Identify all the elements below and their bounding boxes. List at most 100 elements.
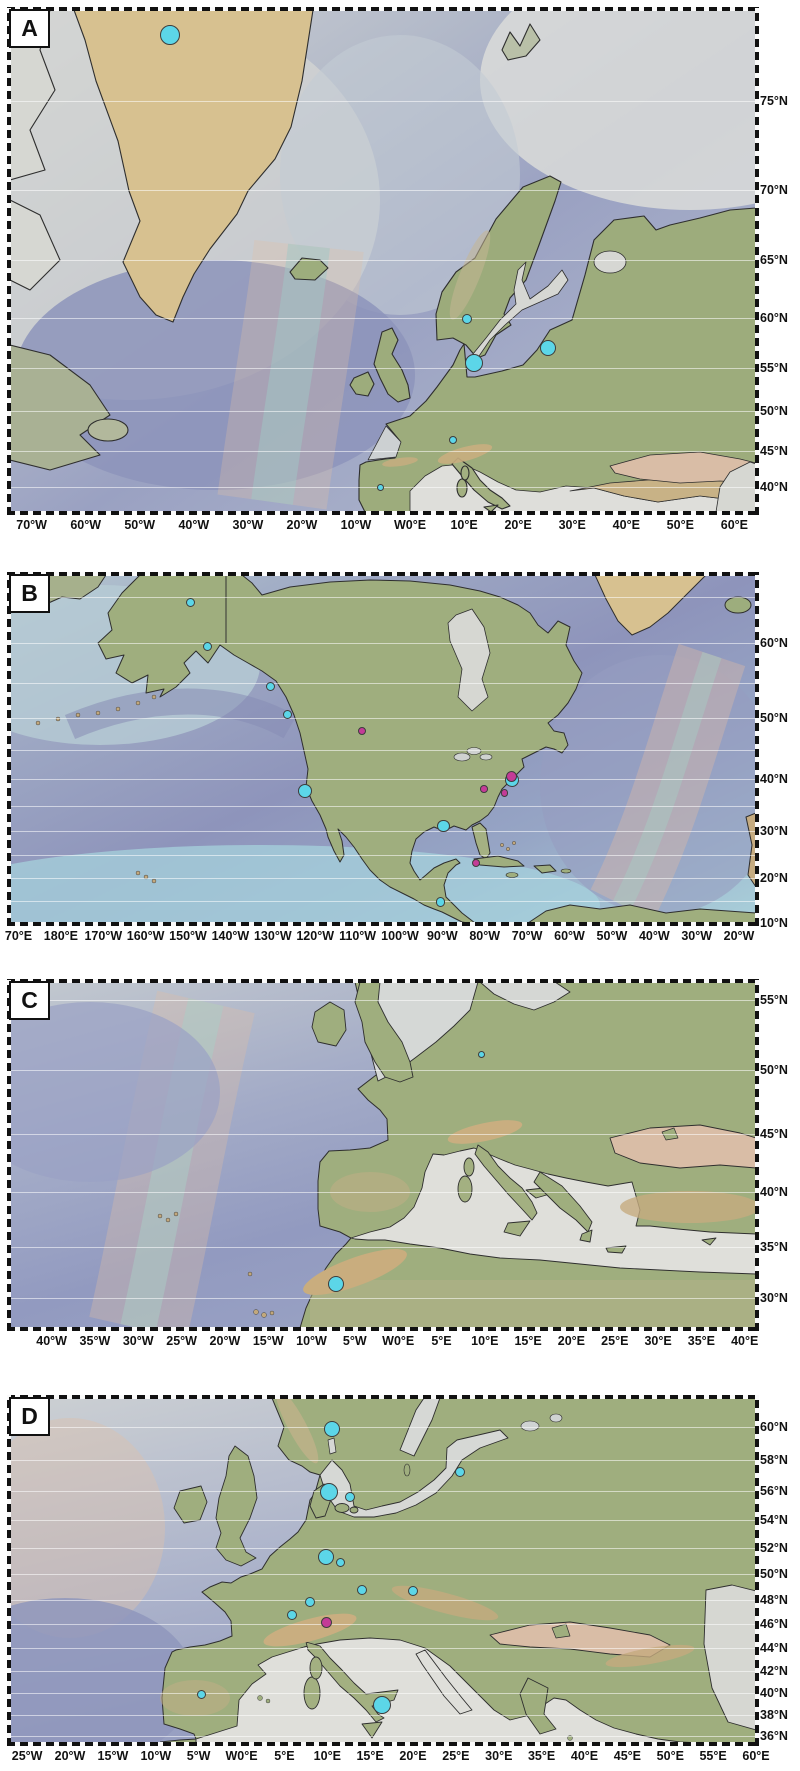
lon-tick-label: 15°E (356, 1749, 384, 1763)
frame-dash-top (7, 979, 759, 983)
map-frame-c (10, 982, 756, 1328)
lon-tick-label: 120°W (296, 929, 335, 943)
map-art-c (10, 982, 756, 1328)
data-point-magenta (505, 771, 517, 783)
map-panel-a: A 70°W 60°W 50°W 40°W 30°W 20°W 10°W W0°E 10°E 20… (7, 7, 788, 532)
lat-axis: 75°N 70°N 65°N 60°N 55°N 50°N 45°N 40°N (756, 10, 800, 512)
lon-tick-label: 25°E (442, 1749, 470, 1763)
frame-dash-top (7, 1395, 759, 1399)
lon-tick-label: 60°E (720, 518, 749, 532)
map-panel-b: B 70°E 180°E 170°W 160°W 150°W 140°W 130°W 120°… (5, 572, 788, 943)
lon-tick-label: 70°W (16, 518, 47, 532)
points-layer (10, 1398, 756, 1743)
data-point-cyan (320, 1483, 338, 1502)
data-point-cyan (376, 484, 384, 492)
lat-tick-label: 38°N (760, 1707, 788, 1722)
lon-tick-label: 50°E (666, 518, 694, 532)
frame-dash-right (755, 979, 759, 1331)
lon-tick-label: 150°W (169, 929, 207, 943)
lon-tick-label: 50°W (596, 929, 628, 943)
lon-tick-label: 20°E (504, 518, 532, 532)
lon-tick-label: 15°W (252, 1334, 284, 1348)
lat-tick-label: 30°N (760, 824, 788, 839)
lon-tick-label: 100°W (381, 929, 419, 943)
lat-tick-label: 35°N (760, 1239, 788, 1254)
frame-dash-top (7, 7, 759, 11)
lon-tick-label: 40°W (638, 929, 670, 943)
data-point-cyan (305, 1597, 316, 1608)
map-art-b (10, 575, 756, 923)
data-point-cyan (323, 1420, 340, 1437)
points-layer (10, 10, 756, 512)
lat-tick-label: 65°N (760, 253, 788, 268)
frame-dash-left (7, 572, 11, 926)
lon-tick-label: 10°W (140, 1749, 172, 1763)
lat-tick-label: 45°N (760, 443, 788, 458)
data-point-cyan (327, 1275, 344, 1292)
lat-tick-label: 60°N (760, 1420, 788, 1435)
lon-tick-label: 40°E (570, 1749, 599, 1763)
panel-letter-c: C (9, 981, 50, 1020)
lon-tick-label: 35°E (527, 1749, 556, 1763)
lat-tick-label: 60°N (760, 311, 788, 325)
data-point-magenta (472, 859, 481, 868)
lon-tick-label: 30°W (122, 1334, 154, 1348)
lat-tick-label: 58°N (760, 1452, 788, 1467)
frame-dash-right (755, 572, 759, 926)
lat-tick-label: 10°N (760, 915, 788, 930)
lat-axis: 60°N 58°N 56°N 54°N 52°N 50°N 48°N 46°N 44°N 42°N… (756, 1398, 800, 1743)
lon-tick-label: 50°E (656, 1749, 684, 1763)
data-point-cyan (317, 1549, 334, 1566)
lon-tick-label: 10°W (340, 518, 372, 532)
lon-tick-label: 60°W (70, 518, 102, 532)
lon-tick-label: 45°E (613, 1749, 642, 1763)
lat-axis: 60°N 50°N 40°N 30°N 20°N 10°N (756, 575, 800, 929)
frame-dash-left (7, 7, 11, 515)
lon-tick-label: 40°W (178, 518, 210, 532)
lat-tick-label: 40°N (760, 1185, 788, 1200)
data-point-cyan (335, 1557, 345, 1567)
lat-tick-label: 50°N (760, 404, 788, 419)
lon-tick-label: 60°W (554, 929, 585, 943)
lon-tick-label: 70°W (511, 929, 543, 943)
lon-tick-label: 5°W (342, 1334, 367, 1348)
lat-tick-label: 56°N (760, 1483, 788, 1498)
lon-tick-label: 5°E (274, 1749, 295, 1763)
lon-tick-label: 90°W (426, 929, 458, 943)
lat-tick-label: 75°N (760, 94, 788, 109)
frame-dash-bottom (7, 1327, 759, 1331)
frame-dash-right (755, 7, 759, 515)
data-point-cyan (462, 314, 473, 324)
lon-tick-label: 10°E (450, 518, 478, 532)
lon-axis: 40°W 35°W 30°W 25°W 20°W 15°W 10°W 5°W W0°E 5°E 10… (10, 1328, 758, 1352)
data-point-cyan (185, 597, 195, 607)
map-art-a (10, 10, 756, 512)
panel-letter-d: D (9, 1397, 50, 1436)
map-frame-a (10, 10, 756, 512)
data-point-cyan (539, 339, 556, 356)
lon-tick-label: 35°W (79, 1334, 111, 1348)
lon-tick-label: 70°E (4, 929, 33, 943)
frame-dash-top (7, 572, 759, 576)
lon-tick-label: 30°W (681, 929, 713, 943)
data-point-magenta (500, 789, 509, 797)
lon-tick-label: 20°E (557, 1334, 586, 1348)
panel-letter-a: A (9, 9, 50, 48)
map-art-d (10, 1398, 756, 1743)
map-panel-c: C 40°W 35°W 30°W 25°W 20°W 15°W 10°W 5°W W0°E 5°E… (7, 979, 788, 1348)
lon-tick-label: 10°W (296, 1334, 327, 1348)
map-canvas-b (10, 575, 756, 923)
frame-dash-bottom (7, 511, 759, 515)
lon-tick-label: 60°E (742, 1749, 770, 1763)
lat-axis: 55°N 50°N 45°N 40°N 35°N 30°N (756, 982, 800, 1328)
lon-tick-label: W0°E (225, 1749, 258, 1763)
data-point-cyan (287, 1609, 298, 1620)
lon-tick-label: 30°E (485, 1749, 513, 1763)
data-point-cyan (159, 25, 180, 46)
lon-tick-label: W0°E (393, 518, 427, 532)
lon-tick-label: 40°E (612, 518, 640, 532)
lat-tick-label: 46°N (760, 1617, 788, 1632)
data-point-cyan (202, 642, 212, 652)
lon-tick-label: 20°W (54, 1749, 86, 1763)
lon-axis: 70°E 180°E 170°W 160°W 150°W 140°W 130°W 120°W 1… (5, 923, 756, 947)
